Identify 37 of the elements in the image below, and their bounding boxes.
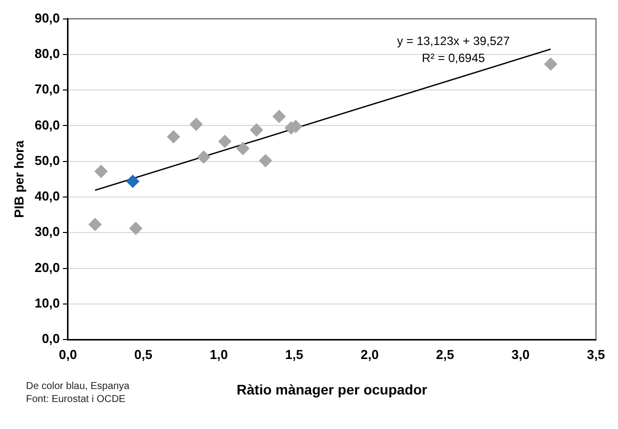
point <box>88 218 102 231</box>
x-axis-title: Ràtio mànager per ocupador <box>236 381 428 398</box>
x-tick-label: 2,5 <box>436 346 454 362</box>
point <box>250 124 263 137</box>
point <box>272 110 286 123</box>
point <box>544 58 558 71</box>
y-tick-label: 40,0 <box>34 188 60 204</box>
x-tick-label: 1,5 <box>285 346 304 362</box>
y-tick-label: 50,0 <box>34 152 60 168</box>
x-tick-label: 3,0 <box>511 346 530 362</box>
annotation: R² = 0,6945 <box>422 50 486 65</box>
point <box>94 164 108 178</box>
y-tick-label: 90,0 <box>34 10 60 26</box>
y-tick-label: 30,0 <box>34 224 60 240</box>
x-tick-label: 3,5 <box>586 346 606 362</box>
point <box>167 130 180 144</box>
point <box>236 142 250 156</box>
y-tick-label: 20,0 <box>34 260 60 275</box>
x-tick-label: 1,0 <box>210 346 228 362</box>
y-tick-label: 80,0 <box>34 46 60 62</box>
point <box>259 154 272 168</box>
y-tick-label: 70,0 <box>34 82 60 97</box>
y-tick-label: 60,0 <box>34 117 60 132</box>
point <box>129 222 142 235</box>
point <box>190 118 203 131</box>
text: Font: Eurostat i OCDE <box>26 393 126 406</box>
text: De color blau, Espanya <box>26 380 130 393</box>
y-tick-label: 10,0 <box>34 296 60 311</box>
point <box>126 174 140 188</box>
point <box>218 134 232 148</box>
point <box>197 150 210 164</box>
x-tick-label: 0,5 <box>134 346 152 362</box>
y-axis-title: PIB per hora <box>11 140 26 218</box>
x-tick-label: 2,0 <box>360 346 379 362</box>
annotation: y = 13,123x + 39,527 <box>397 34 510 48</box>
y-tick-label: 0,0 <box>42 331 60 346</box>
x-tick-label: 0,0 <box>58 346 77 362</box>
